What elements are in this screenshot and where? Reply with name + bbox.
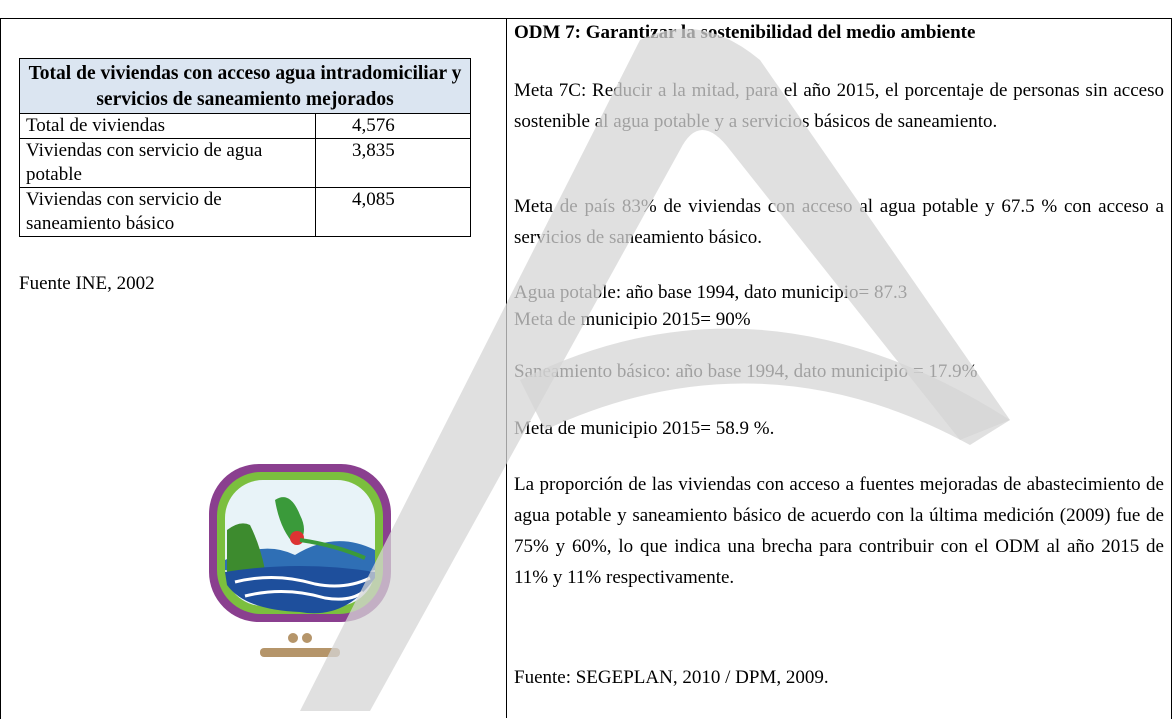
row-value: 3,835 (315, 138, 471, 188)
row-value: 4,576 (315, 113, 471, 139)
paragraph: Meta de país 83% de viviendas con acceso… (514, 196, 1164, 248)
logo-bird-breast (290, 531, 304, 545)
table-row: Viviendas con servicio de saneamiento bá… (19, 187, 471, 237)
table-row: Viviendas con servicio de agua potable 3,… (19, 138, 471, 188)
data-table: Total de viviendas con acceso agua intra… (19, 58, 471, 237)
text-column: ODM 7: Garantizar la sostenibilidad del … (514, 17, 1164, 688)
logo-stand (260, 648, 340, 657)
logo (209, 464, 391, 657)
paragraph: Agua potable: año base 1994, dato munici… (514, 279, 1164, 333)
row-label: Viviendas con servicio de agua potable (19, 138, 316, 188)
paragraph-line: Meta de municipio 2015= 90% (514, 309, 751, 330)
paragraph: La proporción de las viviendas con acces… (514, 474, 1164, 588)
paragraph: Meta de municipio 2015= 58.9 %. (514, 418, 775, 439)
row-label: Total de viviendas (19, 113, 316, 139)
logo-tree (227, 523, 265, 572)
table-row: Total de viviendas 4,576 (19, 113, 471, 139)
row-label: Viviendas con servicio de saneamiento bá… (19, 187, 316, 237)
logo-dot (302, 633, 312, 643)
source: Fuente INE, 2002 (19, 273, 155, 294)
paragraph: Fuente: SEGEPLAN, 2010 / DPM, 2009. (514, 667, 829, 688)
paragraph: Meta 7C: Reducir a la mitad, para el año… (514, 80, 1164, 132)
row-value: 4,085 (315, 187, 471, 237)
table-title: Total de viviendas con acceso agua intra… (19, 58, 471, 114)
section-title: ODM 7: Garantizar la sostenibilidad del … (514, 22, 976, 43)
paragraph: Saneamiento básico: año base 1994, dato … (514, 361, 978, 382)
paragraph-line: Agua potable: año base 1994, dato munici… (514, 282, 908, 303)
logo-dot (288, 633, 298, 643)
divider (506, 18, 507, 718)
